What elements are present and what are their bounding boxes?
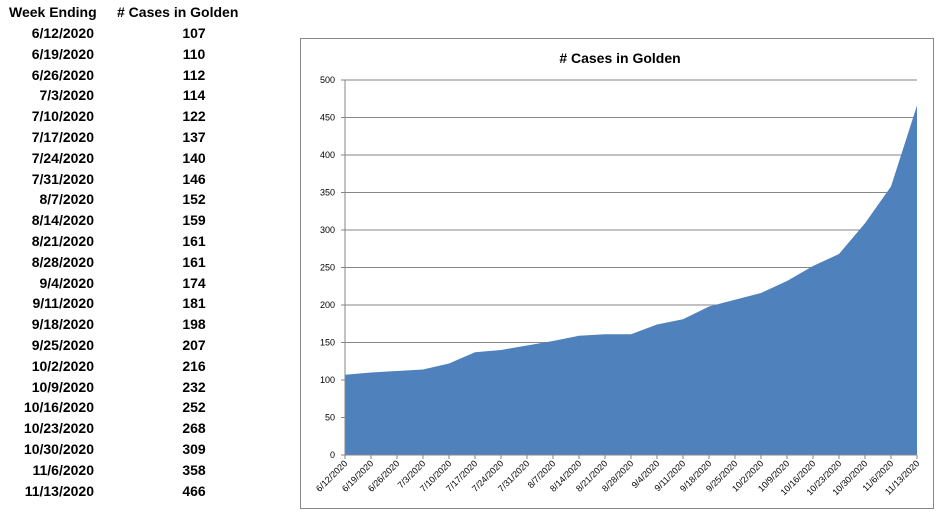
cases-cell: 207 [182, 337, 206, 353]
cases-header: # Cases in Golden [117, 4, 239, 20]
table-row: 11/6/2020 358 [0, 462, 260, 483]
cases-cell: 309 [182, 441, 206, 457]
week-ending-cell: 7/3/2020 [39, 87, 95, 104]
table-row: 7/17/2020 137 [0, 129, 260, 150]
cases-cell: 110 [182, 45, 206, 62]
week-ending-cell: 10/16/2020 [23, 399, 94, 416]
y-tick-labels: 0 50 100 150 200 250 300 350 400 450 500 [320, 75, 335, 460]
week-ending-cell: 8/28/2020 [31, 253, 94, 270]
cases-cell: 174 [182, 274, 206, 291]
week-ending-cell: 6/19/2020 [31, 45, 94, 62]
week-ending-cell: 7/10/2020 [31, 108, 94, 125]
week-ending-header: Week Ending [9, 4, 97, 20]
cases-cell: 114 [182, 87, 206, 104]
week-ending-cell: 11/6/2020 [32, 461, 94, 478]
area-series [344, 105, 918, 455]
y-tick-label: 450 [320, 113, 335, 123]
week-ending-cell: 8/14/2020 [31, 212, 94, 229]
y-tick-label: 200 [320, 300, 335, 310]
table-row: 6/12/2020 107 [0, 25, 260, 46]
y-tick-label: 500 [320, 75, 335, 85]
cases-cell: 358 [182, 461, 206, 478]
week-ending-cell: 9/11/2020 [32, 295, 94, 312]
week-ending-cell: 8/7/2020 [39, 191, 95, 208]
y-tick-label: 100 [320, 375, 335, 385]
table-row: 10/2/2020 216 [0, 358, 260, 379]
area-fill [345, 105, 917, 455]
table-row: 8/28/2020 161 [0, 254, 260, 275]
week-ending-cell: 10/23/2020 [23, 420, 94, 437]
cases-cell: 107 [182, 25, 206, 41]
cases-cell: 137 [182, 129, 206, 145]
cases-cell: 268 [182, 420, 206, 437]
week-ending-cell: 7/31/2020 [31, 170, 94, 187]
y-tick-label: 250 [320, 263, 335, 273]
x-tick-labels: 6/12/20206/19/20206/26/20207/3/20207/10/… [314, 455, 921, 497]
y-tick-label: 150 [320, 338, 335, 348]
table-row: 6/26/2020 112 [0, 67, 260, 88]
table-row: 10/30/2020 309 [0, 441, 260, 462]
week-ending-cell: 9/18/2020 [31, 316, 94, 333]
cases-cell: 161 [182, 233, 206, 249]
cases-cell: 159 [182, 212, 206, 229]
week-ending-cell: 10/2/2020 [31, 357, 94, 374]
cases-cell: 146 [182, 170, 206, 187]
week-ending-cell: 10/30/2020 [23, 441, 94, 457]
table-row: 8/14/2020 159 [0, 212, 260, 233]
table-row: 7/10/2020 122 [0, 108, 260, 129]
table-row: 8/7/2020 152 [0, 191, 260, 212]
week-ending-cell: 6/12/2020 [31, 25, 94, 41]
table-row: 11/13/2020 466 [0, 483, 260, 504]
week-ending-cell: 11/13/2020 [24, 482, 94, 499]
y-tick-label: 50 [325, 413, 335, 423]
cases-cell: 252 [182, 399, 206, 416]
y-tick-label: 0 [330, 450, 335, 460]
cases-cell: 140 [182, 149, 206, 166]
cases-cell: 152 [182, 191, 206, 208]
chart-title: # Cases in Golden [559, 50, 680, 66]
cases-cell: 122 [182, 108, 206, 125]
cases-cell: 232 [182, 378, 206, 395]
table-row: 10/23/2020 268 [0, 420, 260, 441]
cases-cell: 466 [182, 482, 206, 499]
cases-cell: 112 [182, 66, 206, 83]
cases-cell: 216 [182, 357, 206, 374]
table-row: 7/3/2020 114 [0, 87, 260, 108]
table-row: 9/11/2020 181 [0, 295, 260, 316]
week-ending-cell: 6/26/2020 [31, 66, 94, 83]
week-ending-cell: 7/24/2020 [31, 149, 94, 166]
week-ending-cell: 8/21/2020 [31, 233, 94, 249]
table-row: 10/16/2020 252 [0, 399, 260, 420]
table-row: 7/31/2020 146 [0, 171, 260, 192]
y-tick-label: 300 [320, 225, 335, 235]
table-row: 9/25/2020 207 [0, 337, 260, 358]
table-row: 9/18/2020 198 [0, 316, 260, 337]
table-row: 6/19/2020 110 [0, 46, 260, 67]
table-row: 8/21/2020 161 [0, 233, 260, 254]
cases-cell: 198 [182, 316, 206, 333]
week-ending-cell: 10/9/2020 [31, 378, 94, 395]
week-ending-cell: 9/4/2020 [39, 274, 95, 291]
y-tick-label: 400 [320, 150, 335, 160]
week-ending-cell: 9/25/2020 [31, 337, 94, 353]
table-row: 7/24/2020 140 [0, 150, 260, 171]
table-row: 9/4/2020 174 [0, 275, 260, 296]
cases-cell: 161 [182, 253, 206, 270]
cases-cell: 181 [182, 295, 206, 312]
table-row: 10/9/2020 232 [0, 379, 260, 400]
y-tick-label: 350 [320, 188, 335, 198]
week-ending-cell: 7/17/2020 [31, 129, 94, 145]
